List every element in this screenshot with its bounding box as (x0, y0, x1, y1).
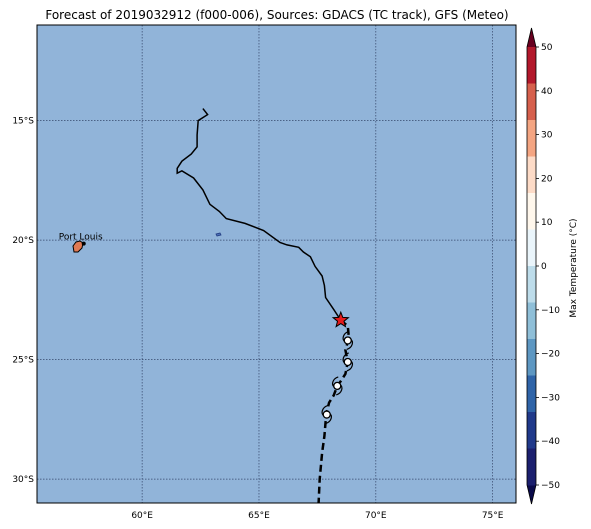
past-track-line (176, 108, 342, 321)
colorbar-tick-label: −10 (541, 306, 560, 316)
city-layer: Port Louis (59, 233, 103, 246)
latitude-tick-label: 25°S (12, 356, 34, 366)
port-louis-label: Port Louis (59, 233, 103, 243)
port-louis-marker (81, 241, 86, 246)
current-position-star (331, 310, 350, 328)
cyclone-symbol (332, 376, 343, 396)
colorbar-band (527, 229, 536, 267)
colorbar-max-extension (527, 28, 536, 47)
latitude-tick-label: 30°S (12, 475, 34, 485)
mauritius-island (72, 240, 84, 253)
ocean-background (37, 25, 516, 503)
cyclone-symbol (321, 405, 332, 425)
colorbar-band (527, 302, 536, 340)
longitude-tick-label: 70°E (365, 511, 387, 521)
longitude-tick-label: 65°E (248, 511, 270, 521)
small-island (215, 232, 222, 237)
colorbar-tick-label: −40 (541, 437, 560, 447)
colorbar-band (527, 266, 536, 303)
graticule (37, 25, 516, 503)
islands (72, 232, 222, 253)
map-area: Port Louis (36, 24, 517, 504)
colorbar-band (527, 83, 536, 121)
colorbar: 50 40 30 20 10 0 −10 −20 −30 −40 −50 (526, 27, 560, 505)
figure-title: Forecast of 2019032912 (f000-006), Sourc… (45, 8, 508, 22)
cyclone-symbol (342, 330, 353, 351)
colorbar-tick-label: −50 (541, 481, 560, 491)
colorbar-band (527, 448, 536, 486)
colorbar-tick-label: 20 (541, 174, 553, 184)
colorbar-tick-label: −30 (541, 393, 560, 403)
colorbar-band (527, 412, 536, 449)
latitude-tick-label: 20°S (12, 236, 34, 246)
colorbar-band (527, 193, 536, 230)
colorbar-min-extension (527, 485, 536, 504)
map-frame (36, 24, 517, 504)
latitude-tick-labels: 15°S 20°S 25°S 30°S (12, 117, 34, 486)
cyclone-symbol (342, 352, 353, 372)
colorbar-tick-label: 10 (541, 218, 553, 228)
colorbar-label: Max Temperature (°C) (569, 218, 579, 317)
colorbar-band (527, 120, 536, 157)
colorbar-tick-label: 40 (541, 87, 553, 97)
colorbar-tick-label: 0 (541, 262, 547, 272)
longitude-tick-labels: 60°E 65°E 70°E 75°E (131, 511, 503, 521)
colorbar-band (527, 156, 536, 194)
longitude-tick-label: 60°E (131, 511, 153, 521)
colorbar-band (527, 375, 536, 413)
colorbar-tick-label: −20 (541, 350, 560, 360)
cyclone-track-layer (176, 108, 353, 504)
colorbar-tick-label: 30 (541, 131, 553, 141)
colorbar-band (527, 339, 536, 376)
colorbar-band (527, 47, 536, 84)
longitude-tick-label: 75°E (482, 511, 504, 521)
latitude-tick-label: 15°S (12, 117, 34, 127)
colorbar-tick-label: 50 (541, 43, 553, 53)
